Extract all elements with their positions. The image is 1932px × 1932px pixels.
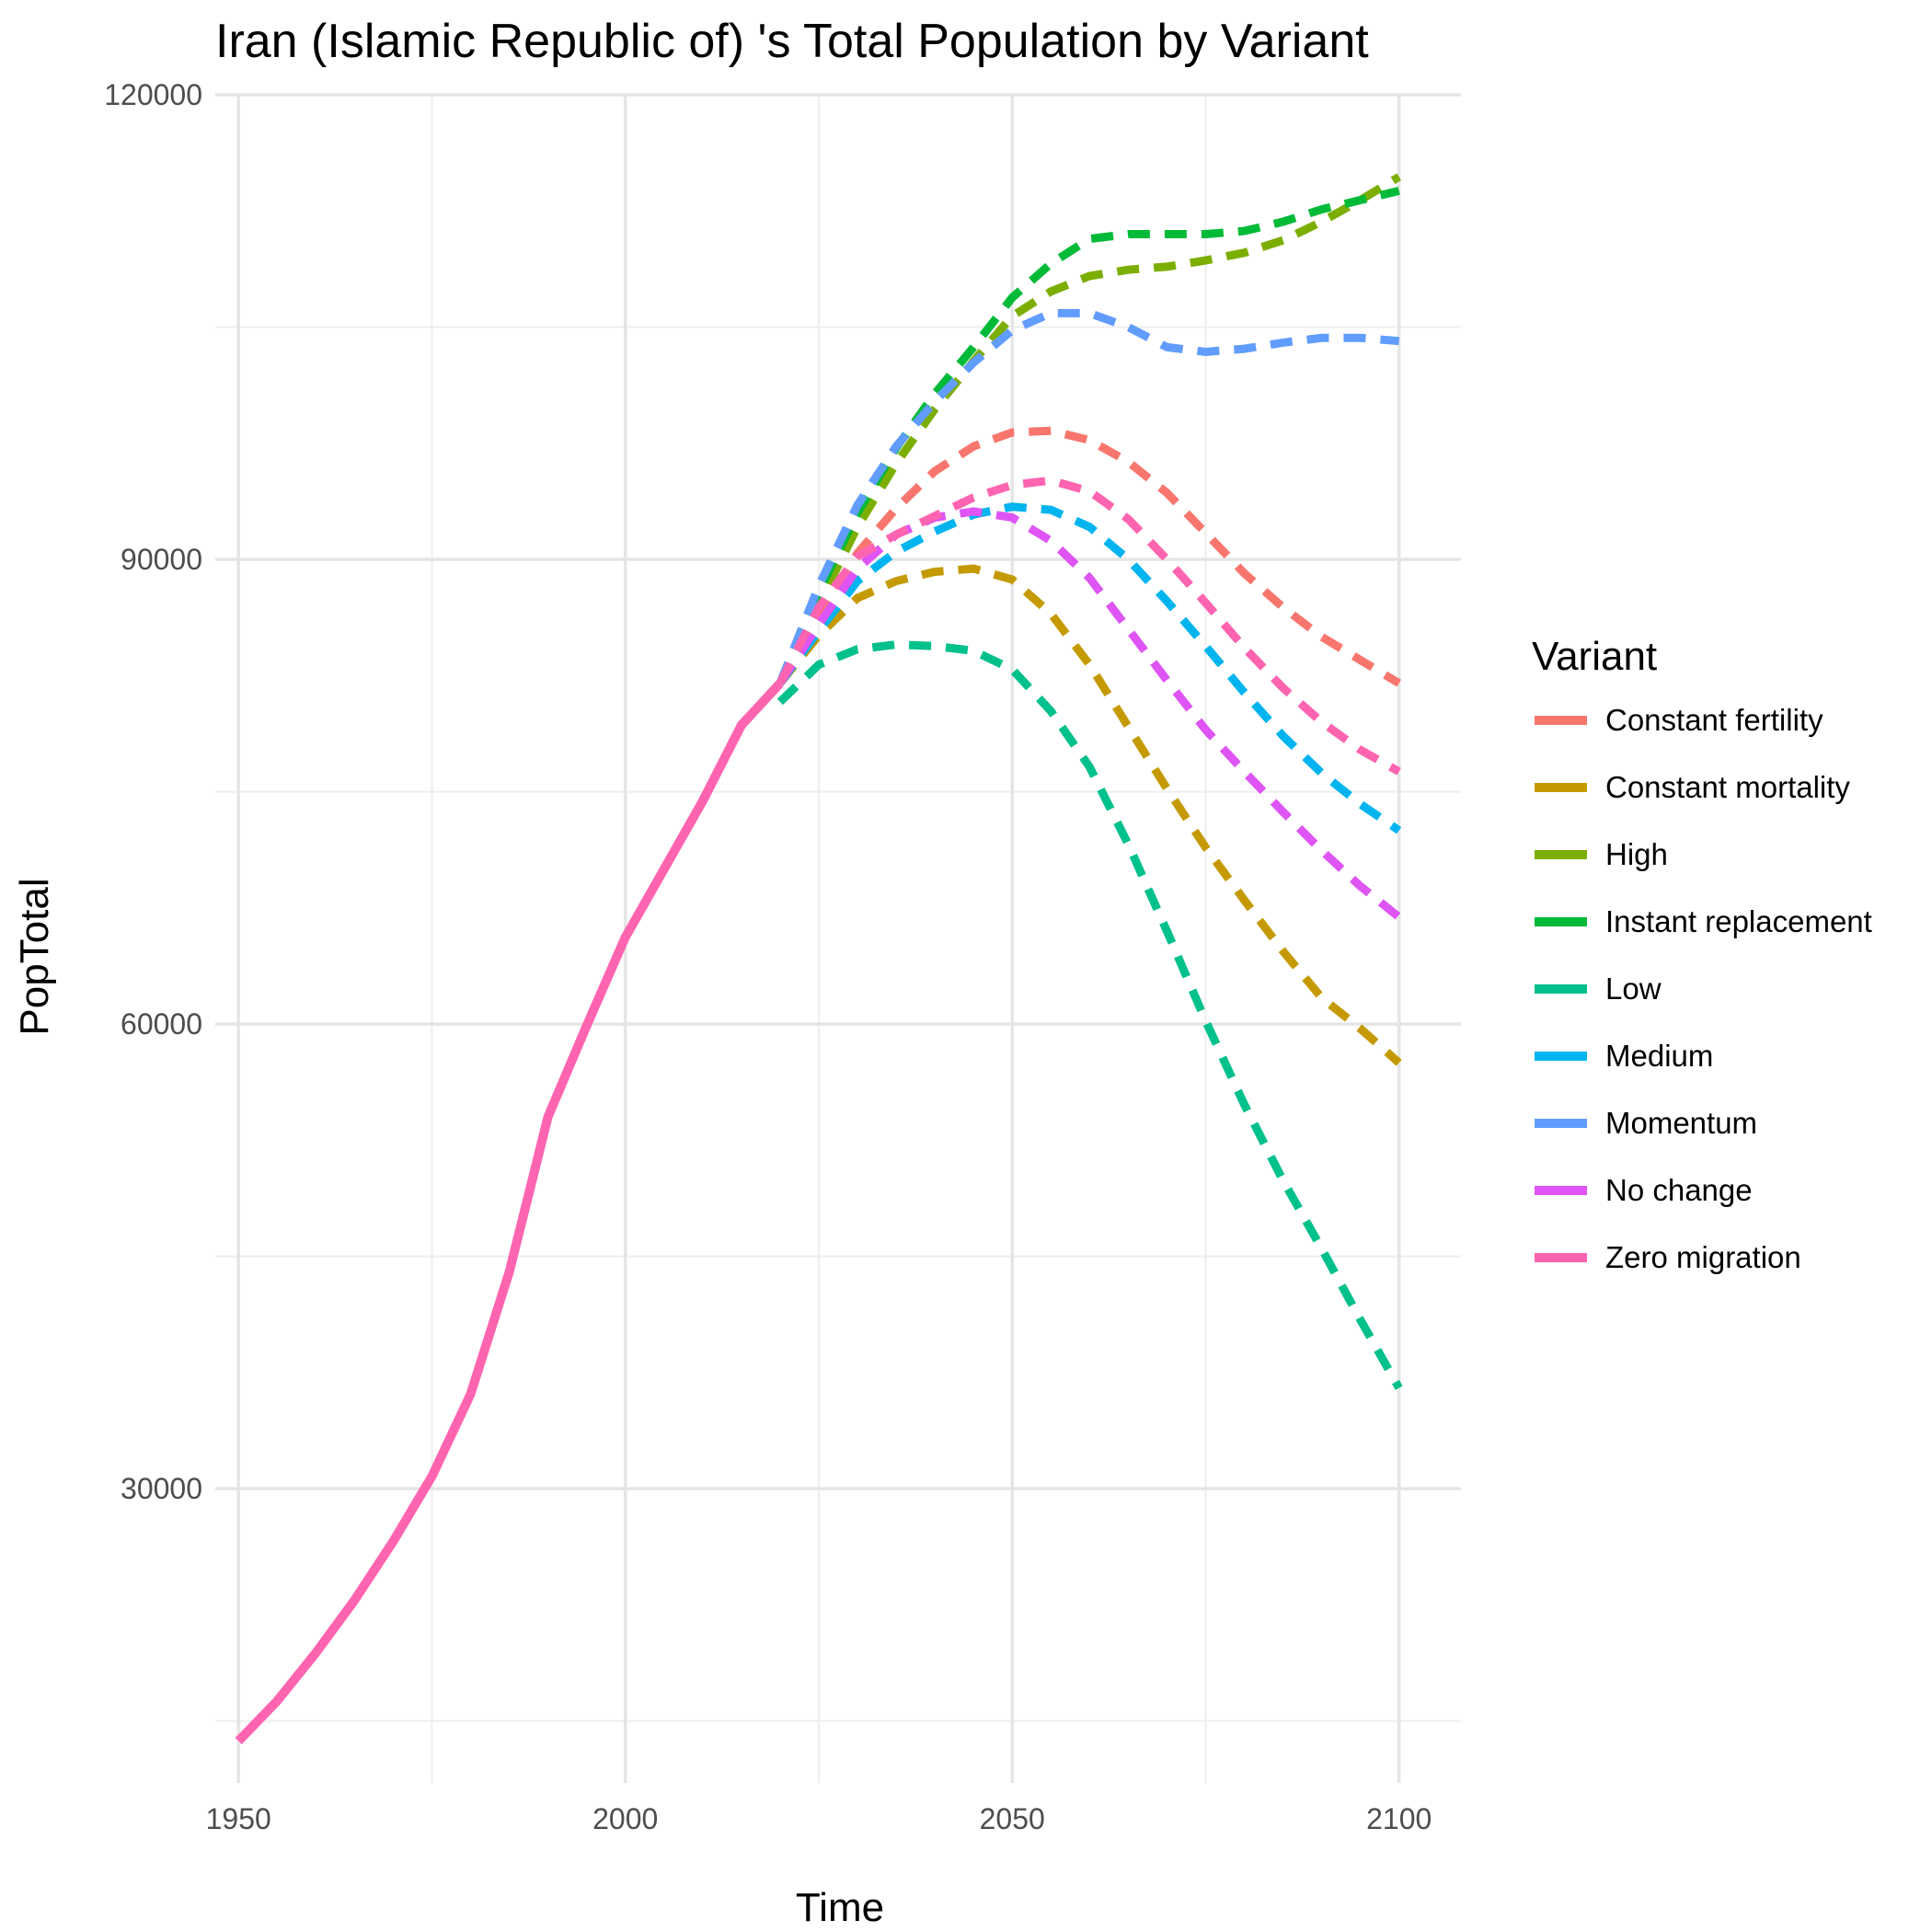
series-lines: [235, 173, 1403, 1744]
x-tick-label: 2000: [592, 1802, 658, 1835]
series-line-momentum: [776, 308, 1400, 685]
legend-item-constant-mortality: Constant mortality: [1535, 770, 1850, 804]
legend-title: Variant: [1532, 634, 1657, 679]
x-axis-title: Time: [796, 1885, 884, 1930]
legend-item-high: High: [1535, 837, 1668, 871]
chart-title: Iran (Islamic Republic of) 's Total Popu…: [215, 15, 1369, 68]
legend-item-constant-fertility: Constant fertility: [1535, 703, 1823, 737]
y-tick-label: 120000: [104, 78, 202, 111]
legend-label: Low: [1605, 972, 1662, 1006]
legend-item-no-change: No change: [1535, 1173, 1753, 1207]
x-tick-label: 2050: [980, 1802, 1045, 1835]
legend-item-zero-migration: Zero migration: [1535, 1240, 1801, 1274]
y-tick-label: 30000: [121, 1472, 202, 1505]
y-axis-title: PopTotal: [12, 878, 57, 1035]
legend-item-instant-replacement: Instant replacement: [1535, 904, 1872, 938]
legend-label: Constant mortality: [1605, 770, 1850, 804]
legend-label: Momentum: [1605, 1106, 1757, 1140]
legend-item-low: Low: [1535, 972, 1662, 1006]
legend-label: No change: [1605, 1173, 1753, 1207]
legend-label: Medium: [1605, 1039, 1713, 1073]
legend-item-momentum: Momentum: [1535, 1106, 1757, 1140]
legend-label: Zero migration: [1605, 1240, 1801, 1274]
series-line-medium: [776, 502, 1402, 834]
y-tick-label: 90000: [121, 543, 202, 576]
legend-item-medium: Medium: [1535, 1039, 1713, 1073]
legend-items: Constant fertility Constant mortality High…: [1535, 703, 1872, 1274]
legend-label: High: [1605, 837, 1668, 871]
legend-label: Constant fertility: [1605, 703, 1823, 737]
series-line-low: [776, 640, 1403, 1390]
series-line-zero-migration-estimate: [235, 680, 784, 1744]
series-line-no-change: [776, 507, 1402, 921]
legend-label: Instant replacement: [1605, 904, 1872, 938]
series-line-constant-mortality: [776, 564, 1402, 1066]
x-tick-label: 1950: [206, 1802, 271, 1835]
axis-tick-labels: 30000 60000 90000 120000 1950 2000 2050 2100: [104, 78, 1432, 1835]
series-line-constant-fertility: [776, 426, 1402, 687]
series-line-high: [776, 173, 1402, 685]
series-line-instant-replacement: [776, 187, 1400, 685]
y-tick-label: 60000: [121, 1007, 202, 1041]
legend: Variant Constant fertility Constant morta…: [1532, 634, 1872, 1274]
x-tick-label: 2100: [1366, 1802, 1432, 1835]
